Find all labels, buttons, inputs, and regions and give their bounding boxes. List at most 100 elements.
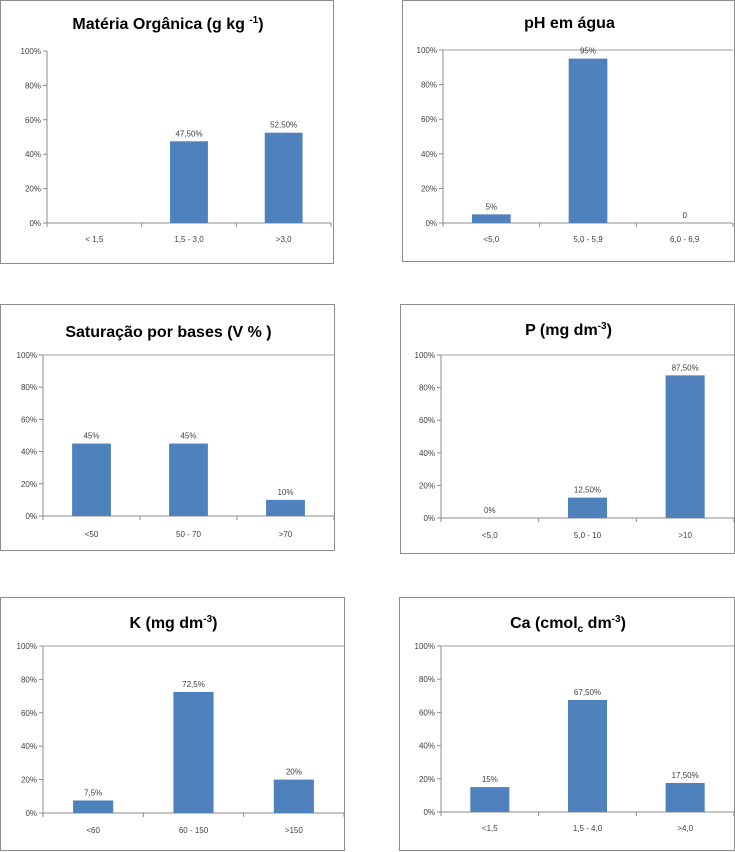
chart-panel-ph: pH em água 0% 20% 40% 60% 80% 100% 5% <5,0 95% 5,0… [402,0,735,262]
y-tick-label: 0% [29,219,41,228]
x-tick-label: <5,0 [483,235,499,244]
chart-title-text: Saturação por bases (V % ) [65,324,271,341]
calcium-chart: Ca (cmolc dm-3) 0% 20% 40% 60% 80% 100% 15% <1,5… [415,614,735,833]
y-tick-label: 60% [421,115,437,124]
chart-title-text: pH em água [524,15,615,32]
x-tick-label: 6,0 - 6,9 [670,235,700,244]
x-tick-label: <50 [85,530,99,539]
y-tick-label: 100% [417,46,437,55]
x-tick-label: 60 - 150 [179,826,209,835]
chart-title: K (mg dm-3) [129,614,217,632]
chart-title-superscript: -3 [612,614,621,625]
x-tick-label: <1,5 [482,824,498,833]
bar [72,443,111,516]
y-tick-label: 20% [419,775,435,784]
chart-title-superscript: -1 [249,15,258,26]
y-tick-label: 100% [415,351,435,360]
bar [472,214,511,223]
y-tick-label: 100% [21,47,41,56]
chart-title-text-end: ) [258,16,263,33]
chart-title-superscript: -3 [598,321,607,332]
y-tick-label: 0% [425,219,437,228]
bar [665,375,705,518]
data-label: 87,50% [672,363,699,372]
bar [169,443,208,516]
chart-panel-base-saturation: Saturação por bases (V % ) 0% 20% 40% 60% 80%… [0,304,335,551]
y-tick-label: 40% [419,742,435,751]
chart-title-text-cont: dm [583,615,611,632]
y-tick-label: 0% [25,809,37,818]
data-label: 0 [682,211,687,220]
y-tick-label: 40% [25,150,41,159]
chart-title: pH em água [524,15,615,32]
x-tick-label: <5,0 [482,531,498,540]
x-tick-label: >3,0 [276,235,292,244]
data-label: 7,5% [84,788,102,797]
y-tick-label: 20% [419,481,435,490]
data-label: 17,50% [672,771,699,780]
chart-title: Saturação por bases (V % ) [65,324,271,341]
data-label: 52,50% [270,121,297,130]
chart-title-text-end: ) [607,322,612,339]
chart-title-text: K (mg dm [129,615,203,632]
y-tick-label: 20% [21,480,37,489]
bar [567,699,608,812]
chart-title-superscript: -3 [203,614,212,625]
chart-title-text: P (mg dm [525,322,598,339]
data-label: 10% [277,488,293,497]
data-label: 47,50% [175,129,202,138]
ph-chart: pH em água 0% 20% 40% 60% 80% 100% 5% <5,0 95% 5,0… [417,15,734,244]
x-tick-label: 1,5 - 3,0 [174,235,204,244]
data-label: 12,50% [574,486,601,495]
y-tick-label: 40% [21,448,37,457]
data-label: 45% [83,432,99,441]
x-tick-label: >150 [285,826,304,835]
y-tick-label: 20% [21,776,37,785]
chart-title: P (mg dm-3) [525,321,612,339]
y-tick-label: 0% [423,808,435,817]
chart-panel-organic-matter: Matéria Orgânica (g kg -1) 0% 20% 40% 60% 80%… [0,0,334,264]
x-tick-label: >10 [678,531,692,540]
data-label: 72,5% [182,680,205,689]
y-tick-label: 80% [21,383,37,392]
chart-title: Matéria Orgânica (g kg -1) [72,15,263,33]
bar [567,497,608,518]
phosphorus-chart: P (mg dm-3) 0% 20% 40% 60% 80% 100% 0% <5,0 12,50… [415,321,735,540]
chart-title-text: Ca (cmol [510,615,578,632]
x-tick-label: 50 - 70 [176,530,201,539]
y-tick-label: 0% [25,512,37,521]
bar [273,779,314,813]
data-label: 15% [482,775,498,784]
chart-title: Ca (cmolc dm-3) [510,614,626,635]
data-label: 0% [484,506,496,515]
organic-matter-chart: Matéria Orgânica (g kg -1) 0% 20% 40% 60% 80%… [21,15,332,244]
y-tick-label: 80% [21,675,37,684]
bar [568,58,608,224]
bar [470,787,510,812]
bar [170,141,208,223]
chart-title-text-end: ) [212,615,217,632]
data-label: 95% [580,47,596,56]
y-tick-label: 80% [419,675,435,684]
chart-panel-calcium: Ca (cmolc dm-3) 0% 20% 40% 60% 80% 100% 15% <1,5… [399,597,735,851]
y-tick-label: 80% [421,81,437,90]
x-tick-label: <60 [86,826,100,835]
x-tick-label: 1,5 - 4,0 [573,824,603,833]
y-tick-label: 60% [25,116,41,125]
chart-title-subscript: c [578,624,584,635]
y-tick-label: 20% [421,184,437,193]
bar [665,782,705,812]
y-tick-label: 0% [423,514,435,523]
bar [173,691,214,813]
x-tick-label: 5,0 - 10 [574,531,602,540]
x-tick-label: < 1,5 [85,235,104,244]
y-tick-label: 60% [419,708,435,717]
x-tick-label: >4,0 [677,824,693,833]
bar [266,499,305,516]
y-tick-label: 60% [21,415,37,424]
data-label: 5% [486,202,498,211]
data-label: 45% [180,432,196,441]
y-tick-label: 100% [17,351,37,360]
bar [73,800,114,813]
y-tick-label: 60% [419,416,435,425]
